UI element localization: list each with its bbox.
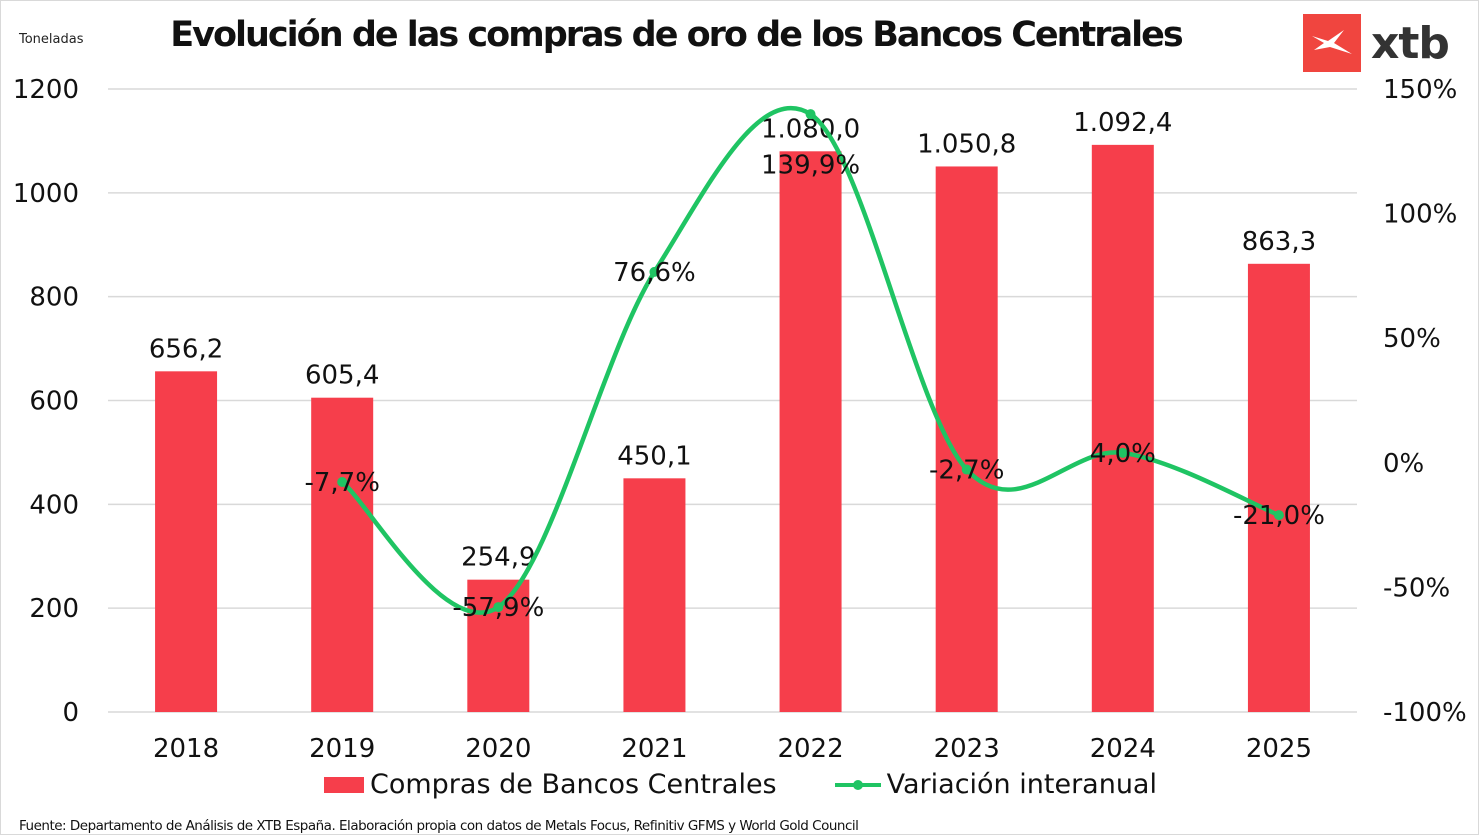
chart-title: Evolución de las compras de oro de los B… bbox=[170, 15, 1184, 55]
legend-line-swatch bbox=[834, 779, 881, 790]
bar bbox=[623, 478, 686, 712]
bar-data-label: 1.080,0 bbox=[761, 114, 860, 144]
line-data-label: 139,9% bbox=[761, 150, 860, 180]
bar bbox=[779, 151, 842, 713]
line-data-label: 76,6% bbox=[613, 258, 696, 288]
line-point bbox=[493, 602, 504, 613]
x-tick-label: 2025 bbox=[1246, 734, 1312, 764]
line-point bbox=[805, 109, 816, 120]
line-data-label: 4,0% bbox=[1090, 439, 1156, 469]
y-tick-label: 600 bbox=[29, 387, 79, 417]
bar-data-label: 863,3 bbox=[1242, 227, 1316, 257]
y-tick-label: 800 bbox=[29, 283, 79, 313]
legend-item-line: Variación interanual bbox=[834, 769, 1157, 800]
x-tick-label: 2024 bbox=[1090, 734, 1156, 764]
y2-tick-label: 150% bbox=[1383, 75, 1457, 105]
bar bbox=[1247, 263, 1310, 712]
y-tick-label: 0 bbox=[62, 698, 79, 728]
y-tick-label: 1200 bbox=[13, 75, 79, 105]
legend-line-label: Variación interanual bbox=[886, 769, 1157, 800]
line-data-label: -7,7% bbox=[304, 468, 379, 498]
line-point bbox=[961, 464, 972, 475]
x-tick-label: 2019 bbox=[309, 734, 375, 764]
bar bbox=[155, 371, 218, 712]
legend-bar-swatch bbox=[324, 776, 364, 793]
x-tick-label: 2020 bbox=[465, 734, 531, 764]
y-tick-label: 200 bbox=[29, 594, 79, 624]
y2-tick-label: -50% bbox=[1383, 573, 1450, 603]
y2-tick-label: 100% bbox=[1383, 200, 1457, 230]
y2-tick-label: 50% bbox=[1383, 324, 1441, 354]
legend-bar-label: Compras de Bancos Centrales bbox=[370, 769, 777, 800]
line-point bbox=[1117, 447, 1128, 458]
x-tick-label: 2018 bbox=[153, 734, 219, 764]
line-point bbox=[337, 476, 348, 487]
bar-data-label: 1.092,4 bbox=[1073, 108, 1172, 138]
y-tick-label: 400 bbox=[29, 490, 79, 520]
bar bbox=[1091, 144, 1154, 713]
y-axis-unit-label: Toneladas bbox=[19, 32, 84, 47]
bar bbox=[311, 397, 374, 712]
bar-data-label: 656,2 bbox=[149, 334, 223, 364]
line-point bbox=[649, 266, 660, 277]
y2-tick-label: 0% bbox=[1383, 449, 1424, 479]
line-point bbox=[1273, 510, 1284, 521]
line-data-label: -21,0% bbox=[1233, 501, 1325, 531]
x-tick-label: 2021 bbox=[621, 734, 687, 764]
bar-data-label: 254,9 bbox=[461, 543, 535, 573]
bar-data-label: 605,4 bbox=[305, 361, 379, 391]
line-data-label: -57,9% bbox=[452, 593, 544, 623]
x-tick-label: 2023 bbox=[934, 734, 1000, 764]
y2-tick-label: -100% bbox=[1383, 698, 1467, 728]
source-note: Fuente: Departamento de Análisis de XTB … bbox=[19, 818, 859, 834]
y-tick-label: 1000 bbox=[13, 179, 79, 209]
xtb-x-icon bbox=[1303, 14, 1361, 72]
legend: Compras de Bancos Centrales Variación in… bbox=[1, 769, 1478, 800]
bar-data-label: 450,1 bbox=[617, 441, 691, 471]
bar bbox=[467, 579, 530, 712]
bar-data-label: 1.050,8 bbox=[917, 129, 1016, 159]
xtb-wordmark: xtb bbox=[1371, 17, 1450, 69]
legend-item-bars: Compras de Bancos Centrales bbox=[324, 769, 777, 800]
x-tick-label: 2022 bbox=[777, 734, 843, 764]
xtb-logo: xtb bbox=[1303, 14, 1450, 72]
line-data-label: -2,7% bbox=[929, 456, 1004, 486]
